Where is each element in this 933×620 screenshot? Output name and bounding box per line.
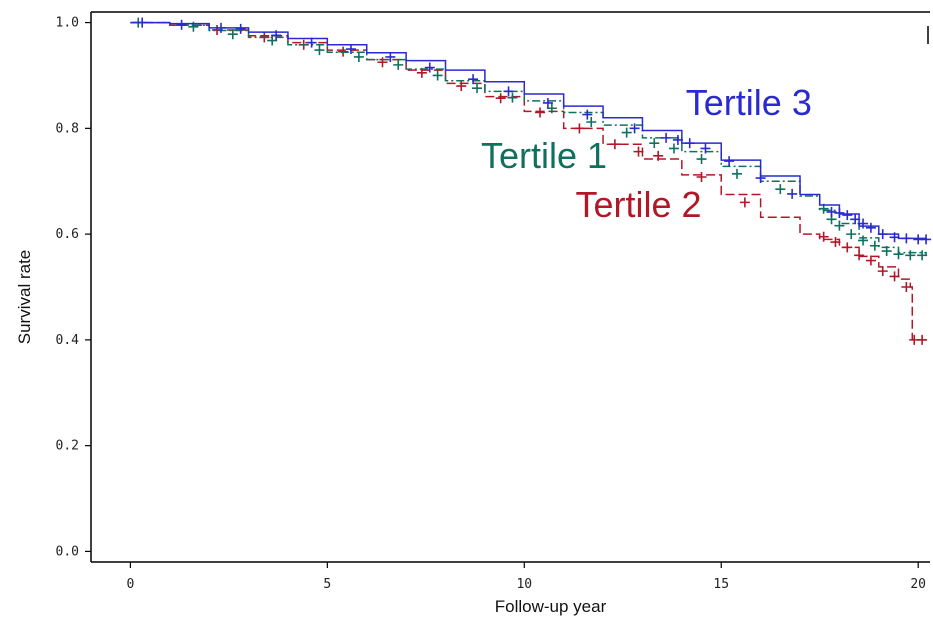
y-tick-label: 0.2 bbox=[56, 439, 79, 454]
censor-mark bbox=[830, 237, 841, 248]
censor-mark bbox=[889, 232, 900, 243]
series-tertile-3 bbox=[130, 17, 932, 245]
censor-mark bbox=[535, 107, 546, 118]
censor-mark bbox=[176, 19, 187, 30]
y-tick-label: 0.6 bbox=[56, 227, 79, 242]
tick-marks: 0.0 0.2 0.4 0.6 0.8 1.0 0 5 10 15 20 bbox=[56, 16, 926, 592]
series-layer bbox=[130, 17, 932, 345]
y-tick-label: 0.0 bbox=[56, 544, 79, 559]
censor-mark bbox=[731, 168, 742, 179]
censor-mark bbox=[696, 154, 707, 165]
censor-mark bbox=[905, 250, 916, 261]
censor-mark bbox=[542, 97, 553, 108]
series-label-tertile-1: Tertile 1 bbox=[481, 135, 607, 176]
censor-mark bbox=[858, 218, 869, 229]
censor-mark bbox=[586, 117, 597, 127]
censor-mark bbox=[739, 197, 750, 208]
censor-mark bbox=[921, 234, 932, 245]
censor-mark bbox=[503, 86, 514, 97]
x-tick-label: 5 bbox=[323, 577, 331, 592]
censor-mark bbox=[846, 229, 857, 240]
censor-mark bbox=[787, 188, 798, 199]
censor-mark bbox=[271, 30, 282, 41]
series-label-tertile-3: Tertile 3 bbox=[686, 82, 812, 123]
censor-mark bbox=[267, 35, 278, 46]
censor-mark bbox=[668, 143, 679, 154]
y-tick-label: 0.4 bbox=[56, 333, 80, 348]
censor-mark bbox=[306, 37, 317, 48]
censor-mark bbox=[858, 235, 869, 246]
censor-mark bbox=[582, 109, 593, 120]
censor-mark bbox=[235, 23, 246, 34]
censor-mark bbox=[917, 334, 928, 345]
censor-mark bbox=[901, 233, 912, 244]
censor-mark bbox=[314, 45, 325, 56]
survival-curve bbox=[130, 21, 927, 240]
censor-mark bbox=[834, 207, 845, 218]
censor-mark bbox=[917, 250, 928, 261]
censor-mark bbox=[850, 214, 861, 225]
censor-mark bbox=[633, 146, 644, 157]
censor-mark bbox=[653, 150, 664, 161]
censor-mark bbox=[353, 51, 364, 62]
censor-mark bbox=[877, 229, 888, 240]
censor-mark bbox=[672, 134, 683, 145]
x-tick-label: 0 bbox=[126, 577, 134, 592]
axes bbox=[90, 11, 930, 563]
censor-mark bbox=[901, 282, 912, 292]
censor-mark bbox=[881, 246, 892, 257]
censor-mark bbox=[889, 271, 900, 282]
censor-mark bbox=[393, 59, 404, 70]
y-tick-label: 0.8 bbox=[56, 121, 79, 136]
censor-mark bbox=[472, 83, 483, 94]
censor-mark bbox=[724, 156, 735, 167]
censor-mark bbox=[661, 132, 672, 143]
censor-mark bbox=[345, 44, 356, 55]
censor-mark bbox=[377, 57, 388, 68]
censor-mark bbox=[227, 29, 238, 40]
censor-mark bbox=[893, 249, 904, 260]
censor-mark bbox=[842, 210, 853, 221]
censor-mark bbox=[684, 138, 695, 149]
censor-mark bbox=[854, 250, 865, 261]
censor-mark bbox=[495, 93, 506, 104]
censor-mark bbox=[834, 220, 845, 231]
censor-mark bbox=[826, 206, 837, 217]
censor-mark bbox=[696, 172, 707, 182]
censor-mark bbox=[649, 138, 660, 149]
censor-mark bbox=[507, 92, 518, 103]
censor-mark bbox=[865, 255, 876, 266]
censor-mark bbox=[137, 17, 148, 28]
y-axis-title: Survival rate bbox=[15, 250, 34, 344]
censor-mark bbox=[215, 22, 226, 33]
censor-mark bbox=[842, 242, 853, 253]
y-tick-label: 1.0 bbox=[56, 16, 79, 31]
censor-mark bbox=[609, 139, 620, 150]
censor-mark bbox=[424, 62, 435, 73]
x-tick-label: 20 bbox=[910, 577, 926, 592]
censor-mark bbox=[432, 70, 443, 81]
censor-mark bbox=[546, 103, 557, 114]
censor-mark bbox=[456, 81, 467, 92]
x-tick-label: 15 bbox=[713, 577, 729, 592]
series-tertile-2 bbox=[130, 21, 928, 345]
censor-mark bbox=[700, 143, 711, 154]
censor-mark bbox=[574, 123, 585, 134]
censor-mark bbox=[629, 123, 640, 134]
series-label-tertile-2: Tertile 2 bbox=[575, 184, 701, 225]
censor-mark bbox=[755, 173, 766, 184]
x-axis-title: Follow-up year bbox=[495, 597, 607, 616]
censor-mark bbox=[385, 51, 396, 62]
censor-mark bbox=[468, 74, 479, 85]
censor-mark bbox=[865, 222, 876, 233]
censor-mark bbox=[621, 127, 632, 138]
censor-mark bbox=[775, 184, 786, 195]
censor-mark bbox=[818, 231, 829, 242]
survival-curve bbox=[130, 21, 927, 341]
x-tick-label: 10 bbox=[516, 577, 532, 592]
censor-mark bbox=[869, 240, 880, 251]
censor-mark bbox=[877, 266, 888, 277]
